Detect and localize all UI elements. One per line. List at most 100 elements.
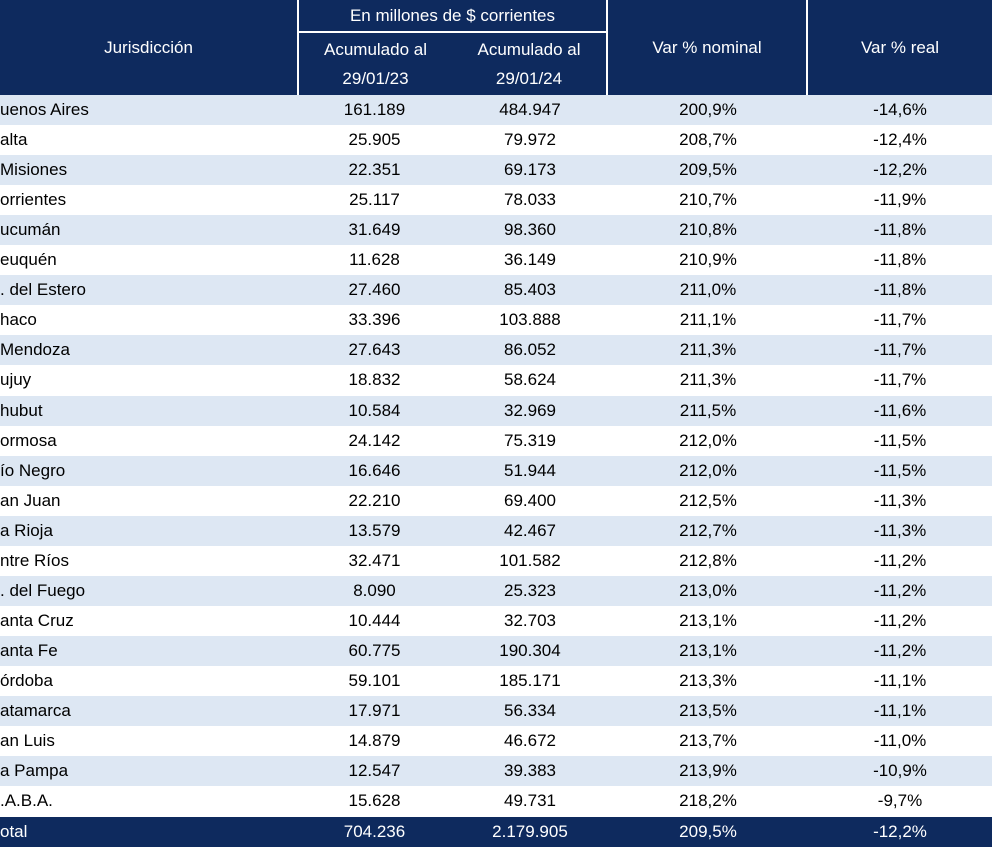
row: [0, 155, 992, 186]
cell: 42.467: [504, 520, 556, 540]
row: [0, 425, 992, 456]
header-text: Var % real: [860, 38, 940, 57]
cell: 13.579: [348, 520, 401, 540]
cell: 14.879: [348, 731, 401, 751]
cell: -11,3%: [873, 520, 927, 540]
cell: -11,8%: [873, 280, 927, 300]
cell: 211,3%: [679, 370, 737, 390]
cell: 85.403: [504, 280, 556, 300]
cell: 190.304: [499, 640, 561, 660]
cell: . del Fuego: [0, 580, 86, 600]
cell: 36.149: [504, 250, 556, 270]
cell: 22.210: [348, 490, 401, 510]
cell: ucumán: [0, 220, 61, 240]
cell: -11,5%: [873, 460, 927, 480]
row: [0, 515, 992, 546]
cell: 22.351: [348, 160, 401, 180]
row: [0, 395, 992, 426]
cell: 209,5%: [679, 822, 737, 842]
row: [0, 215, 992, 246]
cell: 18.832: [348, 370, 401, 390]
header-cell: Var % real: [808, 0, 992, 95]
cell: 27.643: [348, 340, 401, 360]
row: [0, 786, 992, 817]
header-text: Jurisdicción: [104, 38, 193, 57]
cell: haco: [0, 310, 37, 330]
cell: -12,2%: [873, 822, 927, 842]
cell: 27.460: [348, 280, 401, 300]
cell: -14,6%: [873, 100, 927, 120]
row: [0, 545, 992, 576]
row: [0, 125, 992, 156]
cell: 212,0%: [679, 430, 737, 450]
cell: 484.947: [499, 100, 561, 120]
cell: 86.052: [504, 340, 556, 360]
cell: 213,1%: [679, 640, 737, 660]
cell: 32.969: [504, 400, 556, 420]
cell: 25.117: [349, 190, 400, 210]
cell: 46.672: [504, 731, 556, 751]
header-text: Acumulado al: [477, 40, 581, 59]
cell: 213,0%: [679, 580, 737, 600]
cell: ntre Ríos: [0, 550, 69, 570]
cell: 24.142: [348, 430, 401, 450]
cell: -11,9%: [873, 190, 927, 210]
cell: 218,2%: [679, 791, 737, 811]
cell: hubut: [0, 400, 43, 420]
cell: 69.400: [504, 490, 556, 510]
header-text: Var % nominal: [652, 38, 762, 57]
cell: 210,8%: [679, 220, 737, 240]
cell: 56.334: [504, 701, 556, 721]
cell: 10.444: [348, 610, 401, 630]
cell: 12.547: [348, 761, 401, 781]
cell: anta Cruz: [0, 610, 74, 630]
cell: -9,7%: [877, 791, 923, 811]
cell: a Pampa: [0, 761, 69, 781]
cell: 213,9%: [679, 761, 737, 781]
cell: 78.033: [504, 190, 556, 210]
cell: 98.360: [504, 220, 556, 240]
cell: 212,8%: [679, 550, 737, 570]
cell: -11,8%: [873, 220, 927, 240]
row: [0, 665, 992, 696]
cell: an Luis: [0, 731, 55, 751]
cell: ío Negro: [0, 460, 66, 480]
cell: . del Estero: [0, 280, 86, 300]
cell: orrientes: [0, 190, 67, 210]
cell: -11,7%: [873, 310, 927, 330]
cell: 213,7%: [679, 731, 737, 751]
row: [0, 305, 992, 336]
cell: .A.B.A.: [0, 791, 53, 811]
cell: atamarca: [0, 701, 71, 721]
row: [0, 605, 992, 636]
cell: -11,2%: [873, 640, 927, 660]
cell: -12,4%: [873, 130, 927, 150]
cell: 17.971: [348, 701, 401, 721]
row: [0, 95, 992, 126]
cell: -11,2%: [873, 610, 927, 630]
cell: 60.775: [348, 640, 401, 660]
cell: -11,7%: [873, 340, 927, 360]
cell: 31.649: [348, 220, 401, 240]
cell: -11,1%: [873, 701, 927, 721]
cell: -11,6%: [873, 400, 927, 420]
cell: 25.323: [504, 580, 556, 600]
cell: 185.171: [499, 670, 561, 690]
row: [0, 756, 992, 787]
cell: -11,5%: [873, 430, 927, 450]
cell: 2.179.905: [492, 822, 568, 842]
header-text: Acumulado al: [323, 40, 427, 59]
header-text: 29/01/23: [342, 69, 409, 88]
row: [0, 275, 992, 306]
cell: 704.236: [343, 822, 406, 842]
row: [0, 185, 992, 216]
cell: alta: [0, 130, 28, 150]
cell: 211,3%: [679, 340, 737, 360]
cell: -11,3%: [873, 490, 927, 510]
cell: 75.319: [504, 430, 556, 450]
cell: 101.582: [499, 550, 561, 570]
row: [0, 696, 992, 727]
cell: 212,5%: [679, 490, 737, 510]
cell: -11,1%: [873, 670, 927, 690]
